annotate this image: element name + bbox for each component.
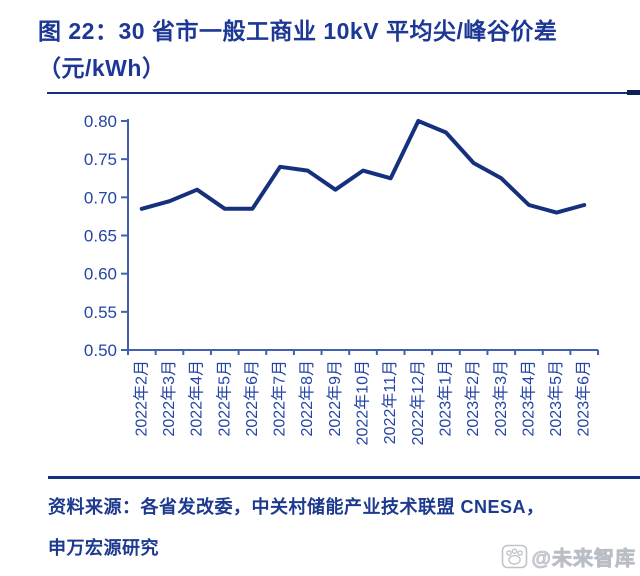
price-spread-line-chart: 0.80 0.75 0.70 0.65 0.60 0.55 0.50 2022年2月 2022年…: [84, 112, 600, 445]
x-category-label: 2022年12月: [409, 360, 427, 445]
title-divider-line: [47, 92, 640, 94]
y-tick-label: 0.75: [84, 150, 117, 169]
x-category-label: 2022年10月: [354, 360, 372, 445]
x-category-label: 2023年3月: [492, 360, 510, 437]
y-tick-label: 0.60: [84, 265, 117, 284]
y-tick-label: 0.65: [84, 227, 117, 246]
price-spread-series-line: [139, 119, 587, 215]
x-category-label: 2023年2月: [464, 360, 482, 437]
x-category-label: 2022年8月: [298, 360, 316, 437]
x-category-label: 2022年5月: [215, 360, 233, 437]
footer-divider-line: [48, 476, 640, 479]
watermark: @未来智库: [501, 542, 636, 571]
x-category-label: 2022年4月: [188, 360, 206, 437]
x-category-label: 2023年6月: [575, 360, 593, 437]
y-tick-label: 0.70: [84, 188, 117, 207]
y-tick-label: 0.50: [84, 341, 117, 360]
figure-title-line2: （元/kWh）: [38, 55, 166, 81]
y-tick-label: 0.55: [84, 303, 117, 322]
x-category-label: 2022年2月: [132, 360, 150, 437]
source-note: 资料来源：各省发改委，中关村储能产业技术联盟 CNESA， 申万宏源研究: [48, 487, 628, 569]
x-category-label: 2022年3月: [160, 360, 178, 437]
x-category-label: 2022年11月: [381, 360, 399, 444]
watermark-text: @未来智库: [531, 548, 636, 571]
x-category-label: 2023年5月: [547, 360, 565, 437]
title-divider-end-cap: [627, 90, 640, 95]
source-note-line2: 申万宏源研究: [48, 538, 159, 558]
x-category-label: 2022年9月: [326, 360, 344, 437]
y-tick-label: 0.80: [84, 112, 117, 131]
x-category-label: 2023年4月: [519, 360, 537, 437]
source-note-line1: 资料来源：各省发改委，中关村储能产业技术联盟 CNESA，: [48, 497, 545, 517]
x-category-label: 2022年6月: [243, 360, 261, 437]
x-category-label: 2022年7月: [271, 360, 289, 437]
paw-logo-icon: [502, 544, 528, 569]
x-category-label: 2023年1月: [436, 360, 454, 437]
figure-title: 图 22：30 省市一般工商业 10kV 平均尖/峰谷价差 （元/kWh）: [38, 13, 634, 87]
figure-title-line1: 图 22：30 省市一般工商业 10kV 平均尖/峰谷价差: [38, 18, 558, 44]
